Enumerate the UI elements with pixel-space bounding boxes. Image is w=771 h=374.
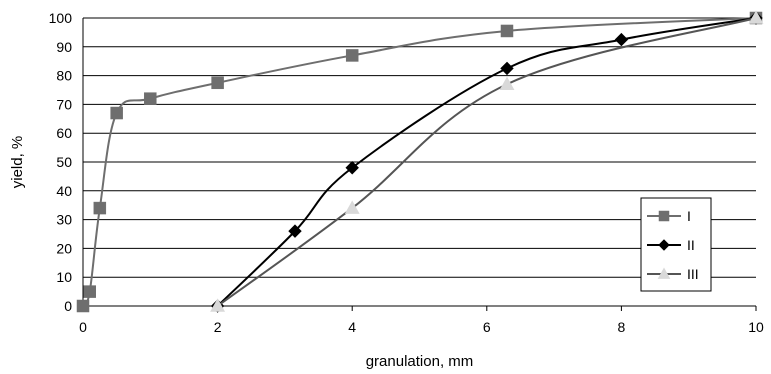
point-I-6	[345, 49, 359, 62]
y-tick-label-60: 60	[56, 125, 72, 141]
series-line-II	[216, 17, 757, 307]
y-tick-label-0: 0	[64, 298, 72, 314]
legend-label-I: I	[687, 208, 691, 224]
legend-label-II: II	[687, 237, 695, 253]
x-tick-label-2: 2	[214, 319, 222, 335]
x-tick-label-6: 6	[483, 319, 491, 335]
legend-item-III: III	[647, 266, 699, 282]
x-tick-label-8: 8	[618, 319, 626, 335]
legend-marker-I	[658, 210, 670, 222]
y-tick-label-80: 80	[56, 68, 72, 84]
point-I-5	[211, 76, 224, 90]
y-tick-label-20: 20	[56, 240, 72, 256]
point-III-3	[748, 10, 764, 24]
legend-marker-II	[658, 239, 670, 251]
y-tick-label-100: 100	[49, 10, 73, 26]
point-III-0	[210, 298, 226, 312]
legend-item-II: II	[647, 237, 695, 253]
point-I-3	[110, 106, 123, 120]
point-II-4	[614, 32, 629, 47]
point-II-2	[345, 161, 359, 175]
point-II-1	[288, 224, 302, 238]
point-I-1	[83, 285, 96, 298]
y-tick-label-10: 10	[56, 269, 72, 285]
series-line-III	[217, 17, 757, 307]
x-tick-label-10: 10	[748, 319, 764, 335]
legend-marker-III	[657, 267, 671, 279]
series-group	[76, 10, 764, 313]
y-tick-label-30: 30	[56, 212, 72, 228]
point-II-3	[500, 61, 514, 76]
point-I-7	[500, 24, 514, 38]
series-III	[210, 10, 764, 312]
x-tick-label-4: 4	[348, 319, 356, 335]
point-III-2	[499, 76, 515, 91]
x-axis-title: granulation, mm	[366, 353, 474, 370]
legend-item-I: I	[647, 208, 691, 224]
point-I-4	[144, 92, 157, 105]
tick-labels: 0 10 20 30 40 50 60 70 80 90 100 0 2 4 6 8 10	[49, 10, 764, 335]
y-tick-label-40: 40	[56, 183, 72, 199]
y-tick-label-70: 70	[56, 96, 72, 112]
point-III-1	[344, 200, 360, 214]
legend-label-III: III	[687, 266, 699, 282]
grid-lines	[83, 17, 756, 278]
y-tick-label-50: 50	[56, 154, 72, 170]
y-tick-label-90: 90	[56, 39, 72, 55]
x-tick-label-0: 0	[79, 319, 87, 335]
y-axis-title: yield, %	[9, 136, 26, 189]
point-I-2	[93, 201, 107, 215]
point-I-0	[76, 299, 90, 313]
